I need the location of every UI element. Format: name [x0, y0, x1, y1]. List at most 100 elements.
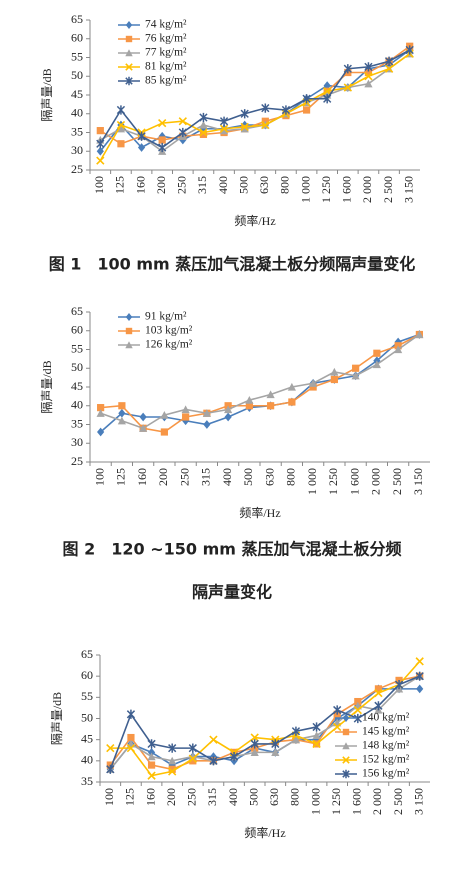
- marker: [415, 657, 424, 666]
- marker: [302, 94, 311, 104]
- y-tick-label: 35: [71, 124, 83, 138]
- marker: [250, 739, 259, 749]
- marker: [261, 120, 270, 130]
- x-tick-label: 160: [133, 176, 147, 194]
- x-tick-label: 125: [123, 788, 137, 806]
- y-axis-title: 隔声量/dB: [40, 360, 54, 413]
- marker: [240, 109, 249, 119]
- marker: [219, 116, 229, 126]
- marker: [245, 402, 253, 410]
- marker: [116, 120, 126, 130]
- marker: [333, 705, 342, 715]
- marker: [312, 722, 321, 732]
- marker: [245, 396, 254, 404]
- marker: [342, 756, 350, 764]
- marker: [224, 412, 232, 422]
- marker: [106, 764, 115, 774]
- x-tick-label: 2 500: [390, 468, 404, 495]
- marker: [147, 752, 156, 761]
- marker: [182, 416, 190, 426]
- marker: [137, 143, 146, 152]
- x-tick-label: 125: [113, 176, 127, 194]
- marker: [271, 739, 280, 749]
- marker: [117, 140, 125, 148]
- x-tick-label: 2 000: [370, 788, 384, 815]
- marker: [323, 87, 332, 96]
- x-tick-label: 250: [185, 788, 199, 806]
- marker: [189, 757, 197, 765]
- marker: [160, 411, 169, 419]
- legend-label: 76 kg/m²: [145, 33, 187, 45]
- x-tick-label: 1 600: [350, 788, 364, 815]
- x-tick-label: 200: [164, 788, 178, 806]
- series-line: [99, 45, 411, 145]
- marker: [147, 761, 156, 769]
- marker: [147, 771, 156, 780]
- marker: [117, 416, 126, 425]
- marker: [250, 748, 259, 756]
- marker: [342, 728, 350, 736]
- y-axis-title: 隔声量/dB: [50, 692, 64, 745]
- marker: [203, 420, 211, 429]
- marker: [97, 404, 105, 412]
- y-tick-label: 40: [71, 398, 83, 412]
- y-tick-label: 55: [71, 341, 83, 355]
- marker: [116, 124, 126, 133]
- y-tick-label: 35: [71, 416, 83, 430]
- marker: [118, 408, 126, 418]
- x-tick-label: 1 250: [319, 176, 333, 203]
- x-tick-label: 1 000: [305, 468, 319, 495]
- x-tick-label: 315: [205, 788, 219, 806]
- marker: [342, 742, 350, 750]
- series-line: [100, 333, 420, 433]
- x-axis-title: 频率/Hz: [239, 505, 280, 520]
- marker: [271, 748, 280, 756]
- marker: [261, 103, 270, 113]
- marker: [250, 733, 259, 742]
- x-tick-label: 630: [257, 176, 271, 194]
- marker: [374, 688, 383, 698]
- marker: [266, 390, 275, 399]
- marker: [199, 130, 208, 138]
- x-tick-label: 800: [284, 468, 298, 486]
- marker: [288, 398, 296, 406]
- x-tick-label: 125: [114, 468, 128, 486]
- marker: [351, 371, 360, 380]
- marker: [168, 765, 176, 773]
- marker: [139, 424, 148, 432]
- marker: [139, 412, 147, 422]
- marker: [415, 330, 424, 339]
- y-tick-label: 45: [81, 731, 93, 745]
- x-tick-label: 630: [267, 788, 281, 806]
- marker: [415, 671, 424, 681]
- marker: [116, 105, 126, 115]
- legend-label: 145 kg/m²: [362, 726, 410, 738]
- x-tick-label: 250: [177, 468, 191, 486]
- legend-label: 152 kg/m²: [362, 754, 410, 766]
- marker: [267, 402, 275, 410]
- marker: [364, 72, 373, 81]
- marker: [96, 156, 105, 165]
- marker: [364, 68, 373, 77]
- marker: [364, 79, 373, 88]
- y-tick-label: 65: [71, 304, 83, 318]
- marker: [394, 680, 404, 690]
- marker: [96, 146, 104, 156]
- x-tick-label: 100: [102, 788, 116, 806]
- series-line: [110, 660, 421, 777]
- marker: [147, 739, 156, 749]
- marker: [118, 402, 126, 410]
- marker: [372, 360, 381, 369]
- x-axis-title: 频率/Hz: [244, 825, 285, 840]
- y-axis-title: 隔声量/dB: [40, 68, 54, 121]
- x-tick-label: 250: [175, 176, 189, 194]
- marker: [127, 733, 135, 742]
- marker: [323, 94, 332, 104]
- marker: [309, 379, 318, 387]
- marker: [125, 63, 133, 71]
- x-tick-label: 800: [288, 788, 302, 806]
- marker: [125, 49, 133, 57]
- marker: [199, 128, 208, 137]
- marker: [199, 120, 208, 129]
- x-tick-label: 200: [156, 468, 170, 486]
